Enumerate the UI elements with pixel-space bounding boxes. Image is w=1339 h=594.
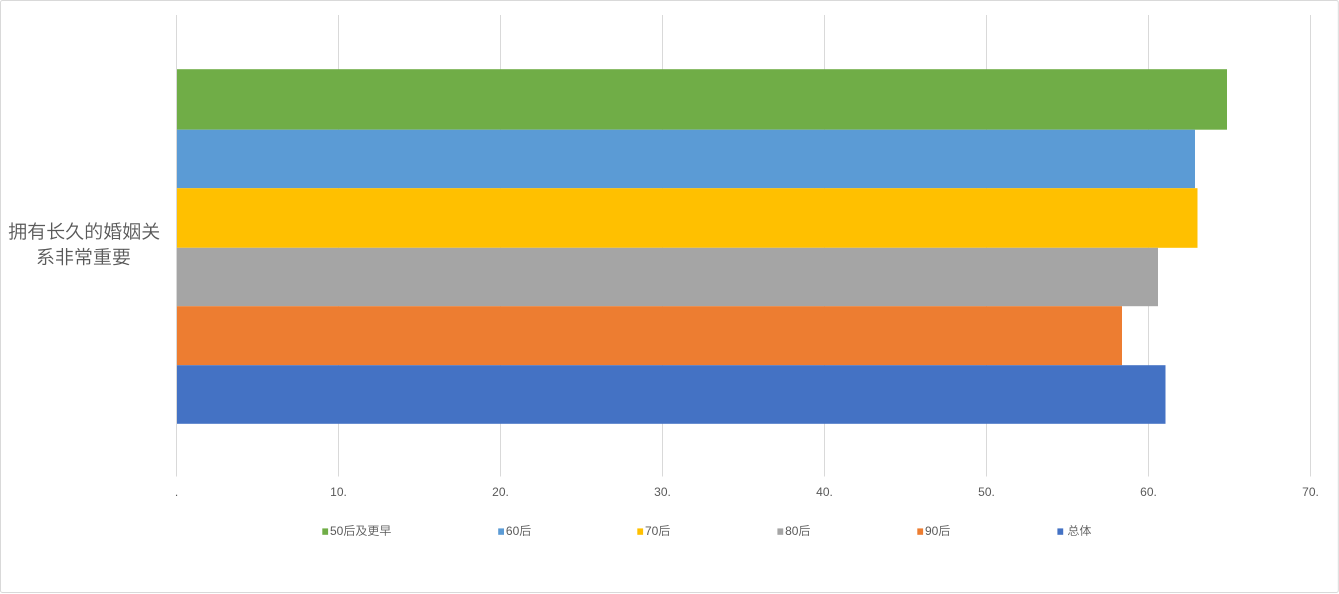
svg-text:80: 80	[785, 524, 799, 538]
svg-text:60.: 60.	[1140, 485, 1157, 499]
svg-text:70: 70	[645, 524, 659, 538]
svg-text:40.: 40.	[816, 485, 833, 499]
svg-text:90: 90	[925, 524, 939, 538]
svg-text:50.: 50.	[978, 485, 995, 499]
svg-text:50: 50	[330, 524, 344, 538]
svg-text:.: .	[175, 485, 178, 499]
svg-text:30.: 30.	[654, 485, 671, 499]
svg-text:70.: 70.	[1302, 485, 1319, 499]
svg-text:60: 60	[506, 524, 520, 538]
svg-text:10.: 10.	[330, 485, 347, 499]
svg-text:20.: 20.	[492, 485, 509, 499]
